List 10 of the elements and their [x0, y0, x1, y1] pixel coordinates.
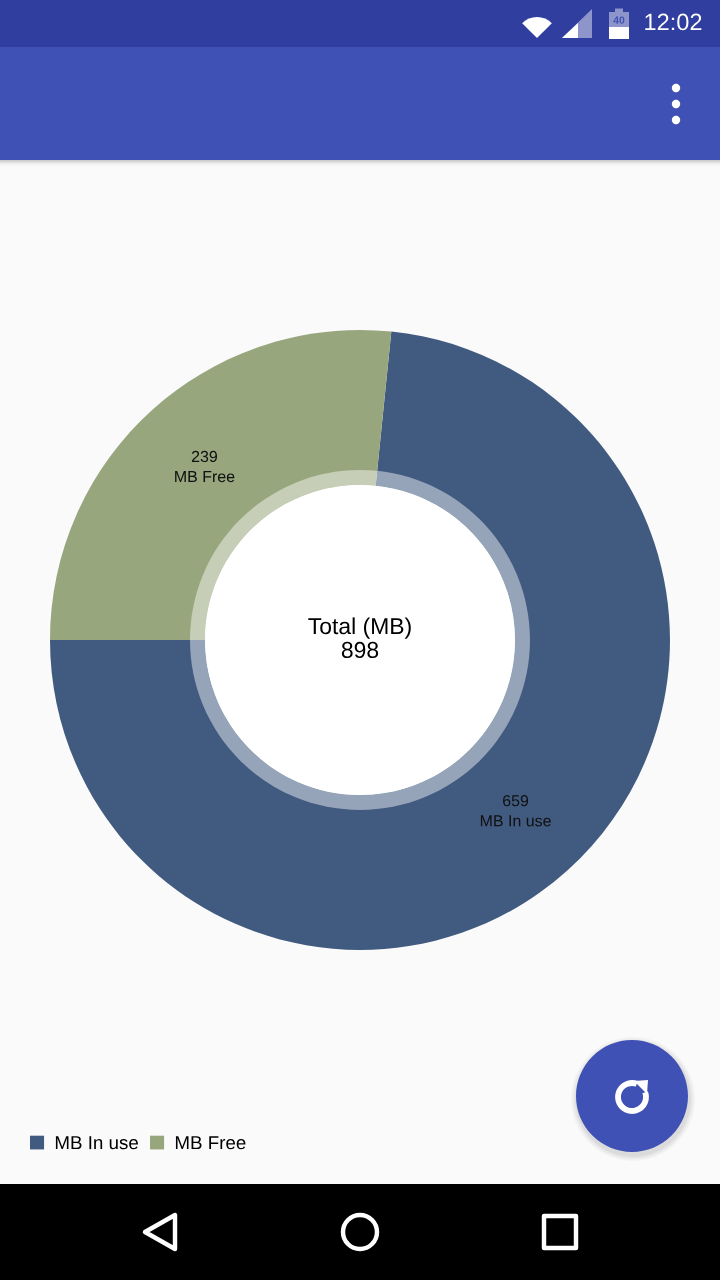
- data-label: 659: [503, 795, 529, 807]
- text: 12:02: [645, 13, 702, 31]
- data-label: 239: [191, 450, 218, 463]
- text: 40: [613, 16, 625, 24]
- legend-label: MB In use: [55, 1136, 138, 1150]
- slice-label: MB In use: [480, 815, 551, 827]
- donut-slice: [50, 331, 670, 950]
- slice-label: MB Free: [175, 471, 235, 483]
- legend-label: MB Free: [175, 1136, 246, 1150]
- text: Total (MB) 898: [308, 617, 411, 659]
